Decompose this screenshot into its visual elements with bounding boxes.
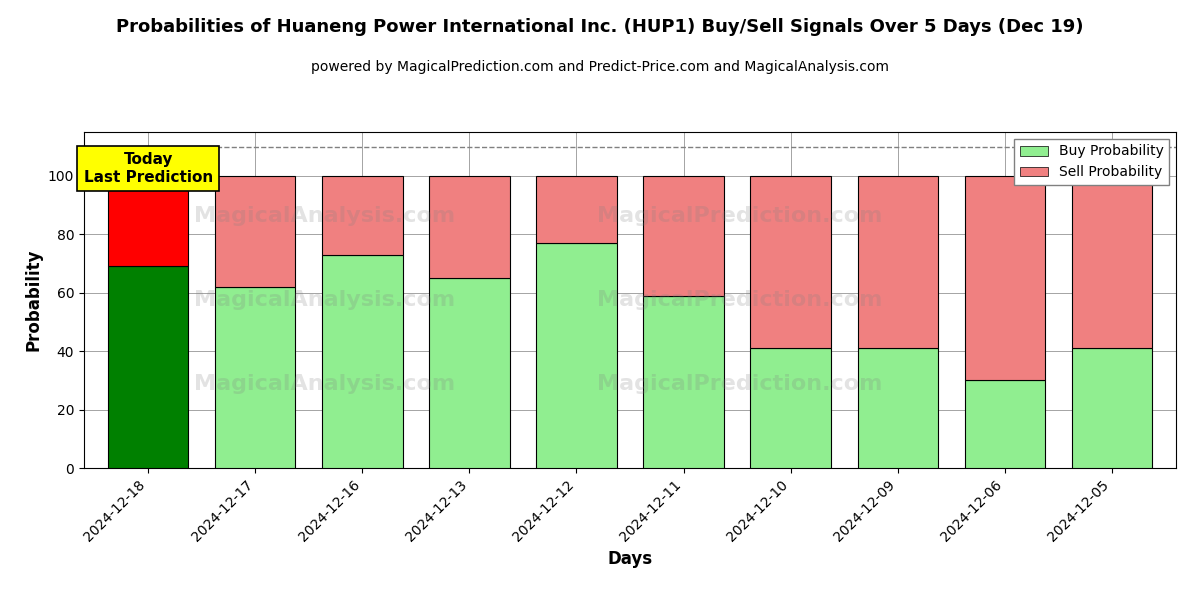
Y-axis label: Probability: Probability — [24, 249, 42, 351]
Text: Today
Last Prediction: Today Last Prediction — [84, 152, 212, 185]
Text: MagicalAnalysis.com: MagicalAnalysis.com — [193, 206, 455, 226]
Text: MagicalPrediction.com: MagicalPrediction.com — [596, 206, 882, 226]
Bar — [965, 176, 1045, 380]
Bar — [750, 176, 830, 348]
Legend: Buy Probability, Sell Probability: Buy Probability, Sell Probability — [1014, 139, 1169, 185]
Bar — [1072, 176, 1152, 348]
Bar — [215, 176, 295, 287]
Bar — [965, 380, 1045, 468]
Bar — [536, 243, 617, 468]
Bar — [430, 278, 510, 468]
Bar — [323, 176, 402, 255]
Bar — [430, 176, 510, 278]
Text: MagicalPrediction.com: MagicalPrediction.com — [596, 290, 882, 310]
Bar — [858, 348, 937, 468]
Bar — [750, 348, 830, 468]
Bar — [536, 176, 617, 243]
Bar — [643, 176, 724, 296]
Bar — [858, 176, 937, 348]
Text: MagicalPrediction.com: MagicalPrediction.com — [596, 374, 882, 394]
Bar — [215, 287, 295, 468]
Text: powered by MagicalPrediction.com and Predict-Price.com and MagicalAnalysis.com: powered by MagicalPrediction.com and Pre… — [311, 60, 889, 74]
Bar — [323, 255, 402, 468]
Bar — [108, 176, 188, 266]
X-axis label: Days: Days — [607, 550, 653, 568]
Text: Probabilities of Huaneng Power International Inc. (HUP1) Buy/Sell Signals Over 5: Probabilities of Huaneng Power Internati… — [116, 18, 1084, 36]
Bar — [643, 296, 724, 468]
Bar — [1072, 348, 1152, 468]
Text: MagicalAnalysis.com: MagicalAnalysis.com — [193, 290, 455, 310]
Bar — [108, 266, 188, 468]
Text: MagicalAnalysis.com: MagicalAnalysis.com — [193, 374, 455, 394]
